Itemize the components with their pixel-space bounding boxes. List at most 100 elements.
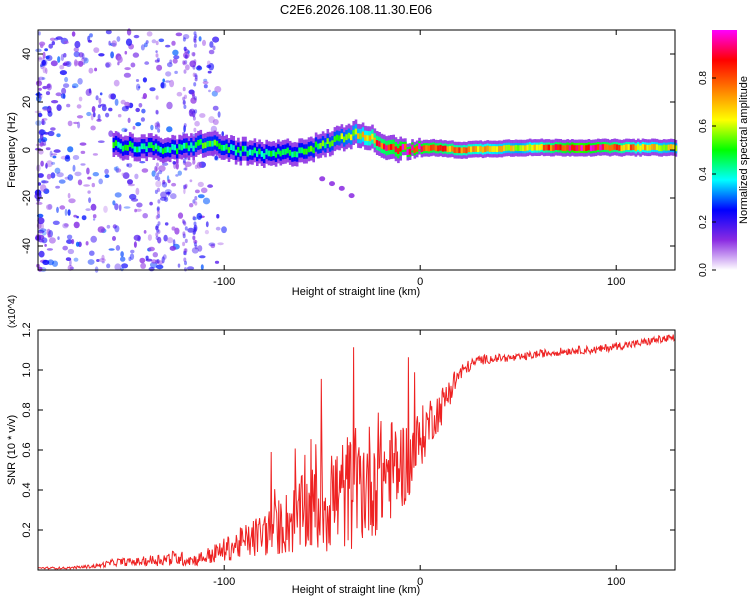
- y-tick-label: -20: [21, 190, 33, 206]
- noise-cell: [192, 215, 196, 221]
- ridge-core-cell: [420, 146, 424, 152]
- noise-cell: [186, 266, 195, 271]
- noise-cell: [45, 67, 48, 74]
- noise-cell: [83, 57, 89, 64]
- ridge-core-cell: [597, 144, 600, 150]
- noise-cell: [139, 161, 146, 164]
- noise-cell: [171, 226, 176, 231]
- ridge-core-cell: [208, 140, 212, 147]
- noise-cell: [221, 131, 224, 137]
- noise-cell: [157, 122, 161, 128]
- ridge-core-cell: [507, 144, 511, 151]
- noise-cell: [126, 163, 129, 167]
- noise-cell: [105, 112, 110, 118]
- ridge-core-cell: [660, 145, 664, 152]
- y-tick-label: 40: [21, 48, 33, 60]
- noise-cell: [194, 77, 198, 82]
- noise-cell: [133, 34, 140, 39]
- noise-cell: [37, 76, 45, 81]
- ridge-core-cell: [335, 134, 339, 141]
- noise-cell: [85, 208, 91, 212]
- ridge-core-cell: [300, 147, 304, 154]
- noise-cell: [185, 54, 188, 60]
- noise-cell: [101, 254, 105, 261]
- noise-cell: [193, 221, 197, 226]
- ridge-core-cell: [117, 141, 120, 148]
- noise-cell: [194, 164, 198, 170]
- ridge-core-cell: [665, 144, 668, 151]
- noise-cell: [182, 233, 186, 239]
- ridge-core-cell: [394, 146, 398, 153]
- noise-cell: [116, 36, 121, 42]
- noise-cell: [183, 184, 186, 190]
- noise-cell: [182, 220, 186, 225]
- noise-cell: [73, 214, 78, 218]
- noise-cell: [155, 109, 159, 115]
- noise-cell: [79, 142, 87, 146]
- noise-cell: [143, 42, 148, 48]
- noise-cell: [65, 257, 72, 261]
- noise-cell: [184, 267, 187, 272]
- noise-cell: [131, 198, 139, 202]
- noise-cell: [37, 173, 44, 178]
- noise-cell: [75, 241, 80, 247]
- colorbar-axis: 0.0 0.2 0.4 0.6 0.8: [698, 71, 716, 277]
- noise-cell: [38, 250, 45, 258]
- ridge-core-cell: [448, 146, 452, 152]
- ridge-core-cell: [291, 151, 294, 158]
- noise-cell: [39, 133, 44, 141]
- noise-cell: [110, 51, 114, 59]
- ridge-core-cell: [303, 148, 306, 155]
- noise-cell: [108, 107, 113, 112]
- ridge-core-cell: [392, 143, 395, 150]
- noise-cell: [48, 43, 53, 49]
- noise-cell: [67, 264, 74, 271]
- noise-cell: [206, 60, 211, 66]
- ridge-core-cell: [613, 144, 617, 150]
- noise-cell: [122, 172, 130, 180]
- noise-cell: [208, 89, 211, 93]
- noise-cell: [177, 212, 184, 219]
- spectrogram-cells: [34, 28, 678, 273]
- noise-cell: [112, 224, 117, 229]
- y-tick-label: 0.4: [21, 482, 33, 497]
- ridge-core-cell: [230, 144, 233, 150]
- noise-cell: [217, 242, 224, 246]
- noise-cell: [164, 80, 171, 83]
- noise-cell: [104, 168, 109, 175]
- ridge-core-cell: [150, 142, 153, 148]
- noise-cell: [90, 235, 97, 243]
- ridge-core-cell: [397, 148, 400, 154]
- ridge-core-cell: [133, 146, 137, 153]
- ridge-core-cell: [307, 146, 311, 153]
- ridge-core-cell: [253, 147, 257, 154]
- ridge-core-cell: [495, 146, 499, 153]
- noise-cell: [182, 231, 186, 236]
- noise-cell: [197, 194, 205, 199]
- noise-cell: [162, 162, 169, 166]
- noise-cell: [160, 191, 167, 199]
- noise-cell: [99, 92, 103, 96]
- x-tick-label: 100: [607, 576, 625, 588]
- noise-cell: [40, 184, 47, 192]
- noise-cell: [156, 64, 163, 71]
- snr-y-label: SNR (10 * v/v): [6, 415, 18, 485]
- ridge-core-cell: [521, 145, 525, 152]
- noise-cell: [46, 248, 54, 251]
- noise-cell: [148, 266, 155, 272]
- noise-cell: [103, 205, 108, 213]
- ridge-core-cell: [197, 140, 200, 146]
- ridge-core-cell: [305, 148, 308, 155]
- noise-cell: [160, 82, 167, 89]
- ridge-core-cell: [512, 145, 515, 152]
- noise-cell: [88, 67, 94, 74]
- noise-cell: [184, 260, 187, 266]
- ridge-core-cell: [373, 137, 377, 144]
- noise-cell: [155, 50, 158, 53]
- noise-cell: [36, 95, 42, 102]
- noise-cell: [192, 94, 196, 99]
- ridge-core-cell: [418, 143, 421, 150]
- noise-cell: [164, 189, 172, 195]
- noise-cell: [173, 55, 180, 60]
